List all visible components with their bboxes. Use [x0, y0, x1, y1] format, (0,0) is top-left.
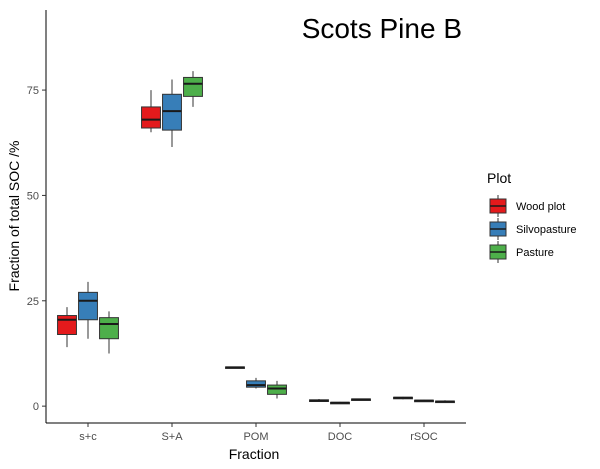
x-tick-label: S+A — [161, 431, 183, 443]
box-body — [99, 317, 119, 340]
legend-item-silvopasture: Silvopasture — [489, 218, 577, 240]
box-body — [183, 76, 203, 97]
box-pasture — [435, 400, 455, 404]
legend-label: Pasture — [516, 247, 554, 259]
y-tick-label: 75 — [27, 85, 39, 97]
box-wood-plot — [141, 90, 161, 133]
legend-title: Plot — [487, 170, 511, 186]
x-tick-label: POM — [243, 431, 268, 443]
box-silvopasture — [330, 401, 350, 405]
x-tick-label: DOC — [328, 431, 353, 443]
box-silvopasture — [414, 399, 434, 403]
box-pasture — [351, 398, 371, 401]
plot-area — [57, 71, 455, 405]
box-pasture — [183, 71, 203, 107]
box-body — [141, 106, 161, 129]
box-wood-plot — [57, 307, 77, 348]
box-body — [246, 380, 266, 388]
axes: 0 25 50 75 s+c S+A POM DOC rSOC — [27, 10, 466, 443]
y-tick-label: 50 — [27, 190, 39, 202]
box-wood-plot — [309, 398, 329, 403]
box-pasture — [267, 380, 287, 399]
x-tick-label: s+c — [79, 431, 97, 443]
box-wood-plot — [393, 396, 413, 400]
x-tick-label: rSOC — [410, 431, 438, 443]
legend-item-pasture: Pasture — [489, 241, 554, 263]
box-silvopasture — [162, 79, 182, 147]
box-body — [267, 384, 287, 395]
box-wood-plot — [225, 366, 245, 369]
legend-label: Silvopasture — [516, 224, 577, 236]
x-axis-title: Fraction — [229, 446, 280, 462]
box-pasture — [99, 311, 119, 354]
y-axis-title: Fraction of total SOC /% — [6, 141, 22, 292]
box-body — [78, 291, 98, 321]
y-tick-label: 0 — [33, 401, 39, 413]
box-silvopasture — [78, 281, 98, 339]
box-silvopasture — [246, 377, 266, 389]
legend-item-wood-plot: Wood plot — [489, 195, 565, 217]
box-body — [162, 93, 182, 131]
legend-label: Wood plot — [516, 201, 565, 213]
box-body — [57, 315, 77, 335]
chart-title: Scots Pine B — [302, 13, 462, 44]
legend: Plot Wood plot Silvopasture Pasture — [487, 170, 577, 263]
y-tick-label: 25 — [27, 296, 39, 308]
